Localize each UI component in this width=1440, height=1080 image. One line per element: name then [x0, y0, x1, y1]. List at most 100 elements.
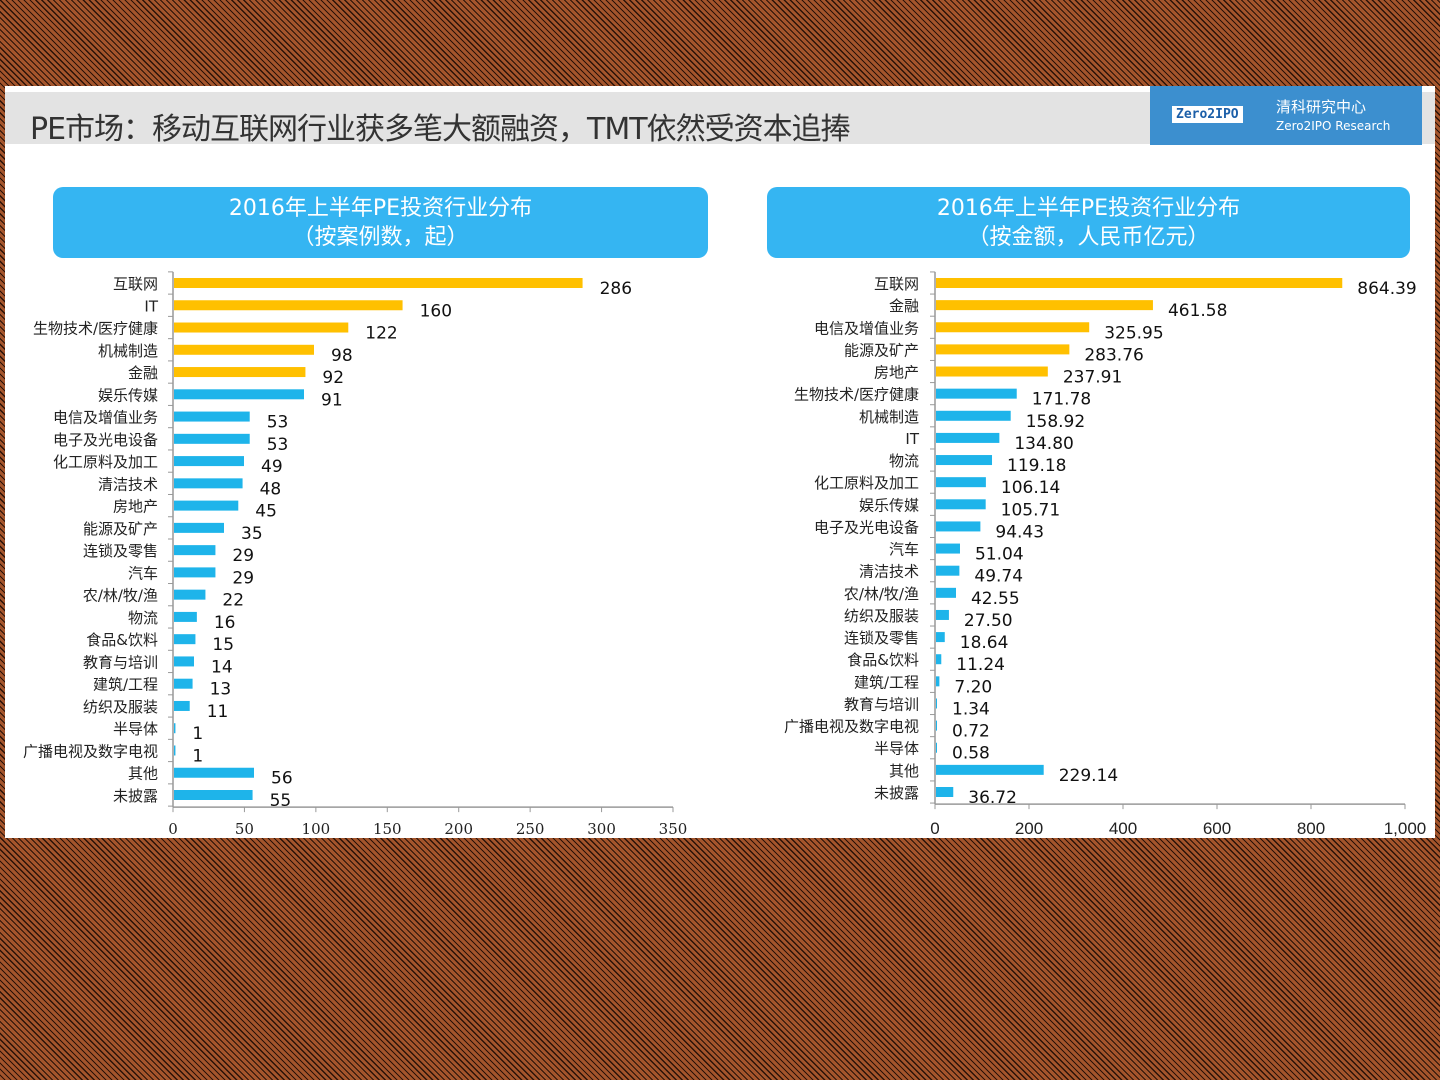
chart-1-category-label: IT	[144, 297, 158, 315]
chart-2-x-tick-label: 600	[1203, 819, 1231, 838]
chart-1-bar	[174, 545, 216, 556]
chart-1-bar	[174, 456, 244, 467]
chart-2-category-label: 教育与培训	[844, 695, 919, 713]
chart-2-data-label: 1.34	[952, 699, 990, 719]
chart-1-data-label: 22	[222, 591, 244, 611]
chart-2-bar	[936, 455, 993, 466]
chart-1-x-tick-label: 50	[235, 820, 254, 838]
chart-1-data-label: 98	[331, 346, 353, 366]
chart-2-bar	[936, 410, 1011, 421]
chart-1-category-label: 金融	[128, 364, 158, 382]
chart-2-data-label: 27.50	[964, 611, 1013, 631]
chart-1-bar	[174, 300, 403, 311]
chart-2-category-label: 娱乐传媒	[859, 496, 919, 514]
chart-1-bar	[174, 567, 216, 578]
chart-1-category-label: 娱乐传媒	[98, 386, 158, 404]
chart-1-subtitle: （按案例数，起）	[292, 225, 469, 250]
chart-1-category-label: 生物技术/医疗健康	[33, 320, 158, 338]
chart-1-data-label: 53	[267, 435, 289, 455]
chart-2-category-label: 半导体	[874, 740, 919, 758]
chart-1-bar	[174, 500, 239, 511]
chart-2-banner: 2016年上半年PE投资行业分布 （按金额，人民币亿元）	[767, 187, 1410, 258]
chart-1-x-tick-label: 200	[444, 820, 473, 838]
chart-2-category-label: 清洁技术	[859, 563, 919, 581]
chart-2-x-tick-label: 200	[1015, 819, 1043, 838]
chart-1-bar	[174, 278, 583, 288]
chart-1-category-label: 房地产	[113, 498, 158, 516]
chart-2-category-label: 汽车	[889, 541, 919, 559]
chart-1-category-label: 清洁技术	[98, 475, 158, 493]
chart-2-bar	[936, 565, 960, 576]
chart-2-data-label: 0.58	[952, 744, 990, 764]
chart-1-bar	[174, 767, 254, 778]
chart-2-data-label: 106.14	[1001, 478, 1060, 498]
chart-2-data-label: 51.04	[975, 545, 1024, 565]
chart-2-data-label: 18.64	[960, 633, 1009, 653]
chart-2-category-label: 房地产	[874, 364, 919, 382]
chart-2-bar	[936, 720, 937, 731]
chart-1-data-label: 29	[232, 546, 254, 566]
logo: Zero2IPO 清科研究中心 Zero2IPO Research	[1150, 86, 1422, 145]
chart-1-category-label: 能源及矿产	[83, 520, 158, 538]
chart-1-data-label: 56	[271, 769, 293, 789]
chart-1-data-label: 48	[260, 479, 282, 499]
chart-1-data-label: 35	[241, 524, 263, 544]
chart-1-data-label: 11	[207, 702, 229, 722]
chart-2-bar	[936, 742, 937, 753]
chart-1-x-tick-label: 100	[302, 820, 331, 838]
chart-1-bar	[174, 344, 314, 355]
chart-2-x-tick-label: 1,000	[1384, 819, 1427, 838]
chart-2-data-label: 11.24	[956, 655, 1005, 675]
chart-2-x-tick-label: 800	[1297, 819, 1325, 838]
chart-1-data-label: 92	[322, 368, 344, 388]
chart-2-data-label: 283.76	[1084, 345, 1143, 365]
chart-2-data-label: 0.72	[952, 722, 990, 742]
chart-2-bar	[936, 632, 945, 643]
chart-2-category-label: 建筑/工程	[854, 673, 919, 691]
chart-2-category-label: 互联网	[874, 275, 919, 293]
chart-1-category-label: 半导体	[113, 720, 158, 738]
chart-1-category-label: 未披露	[113, 787, 158, 805]
chart-1-bar	[174, 322, 349, 333]
chart-2-category-label: 生物技术/医疗健康	[794, 386, 919, 404]
chart-1-category-label: 电子及光电设备	[53, 431, 158, 449]
chart-2-data-label: 864.39	[1357, 279, 1416, 299]
chart-1-data-label: 29	[232, 568, 254, 588]
chart-2-bar	[936, 344, 1070, 355]
chart-1-category-label: 化工原料及加工	[53, 453, 158, 471]
chart-2-category-label: 物流	[889, 452, 919, 470]
chart-1-category-label: 连锁及零售	[83, 542, 158, 560]
chart-2-data-label: 105.71	[1001, 500, 1060, 520]
chart-1-category-label: 互联网	[113, 275, 158, 293]
chart-1-bar	[174, 411, 250, 422]
chart-2-bar	[936, 654, 942, 665]
chart-1-category-label: 食品&饮料	[86, 631, 158, 649]
chart-1-data-label: 14	[211, 657, 233, 677]
chart-1-bar	[174, 522, 224, 533]
chart-2-category-label: 电子及光电设备	[814, 518, 919, 536]
chart-1-category-label: 建筑/工程	[93, 676, 158, 694]
chart-1-x-tick-label: 300	[587, 820, 616, 838]
chart-2-x-tick-label: 0	[930, 819, 939, 838]
chart-2-bar	[936, 587, 956, 598]
chart-2-data-label: 134.80	[1014, 434, 1073, 454]
chart-2-bar	[936, 609, 949, 620]
chart-1-data-label: 160	[420, 301, 452, 321]
chart-2-category-label: 纺织及服装	[844, 607, 919, 625]
chart-2-data-label: 171.78	[1032, 390, 1091, 410]
chart-2-bar	[936, 477, 986, 488]
chart-1-data-label: 91	[321, 390, 343, 410]
chart-2-category-label: 连锁及零售	[844, 629, 919, 647]
chart-2-category-label: 广播电视及数字电视	[784, 718, 919, 736]
chart-1-category-label: 农/林/牧/渔	[83, 587, 158, 605]
chart-2-data-label: 94.43	[995, 522, 1044, 542]
chart-1-category-label: 汽车	[128, 564, 158, 582]
chart-2-bar	[936, 300, 1153, 311]
chart-1-x-tick-label: 250	[516, 820, 545, 838]
chart-2-data-label: 461.58	[1168, 301, 1227, 321]
chart-1-data-label: 13	[210, 680, 232, 700]
chart-2-data-label: 158.92	[1026, 412, 1085, 432]
chart-2-category-label: 金融	[889, 297, 919, 315]
chart-2-data-label: 119.18	[1007, 456, 1066, 476]
